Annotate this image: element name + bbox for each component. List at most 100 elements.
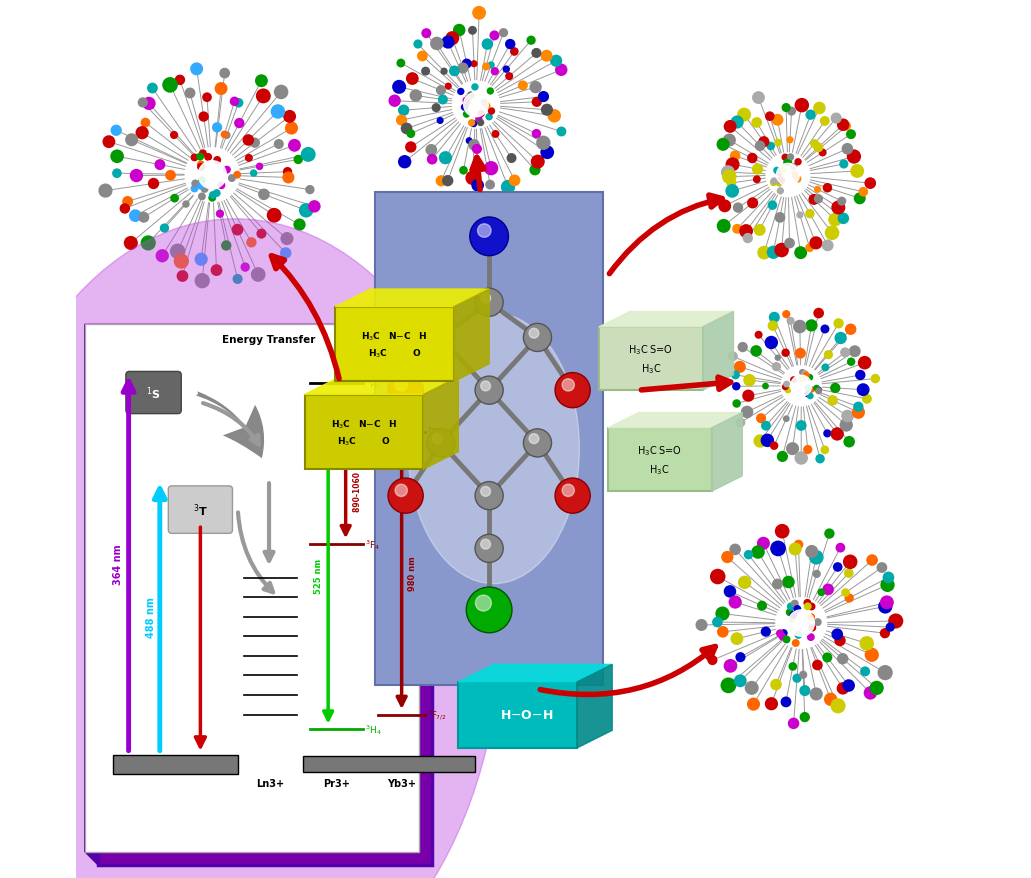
Circle shape xyxy=(781,349,790,357)
Circle shape xyxy=(747,198,758,209)
Circle shape xyxy=(808,624,817,632)
Circle shape xyxy=(417,52,428,62)
Circle shape xyxy=(427,429,455,457)
Circle shape xyxy=(735,418,745,428)
Circle shape xyxy=(470,121,477,128)
Circle shape xyxy=(555,373,590,408)
Polygon shape xyxy=(577,665,612,748)
Circle shape xyxy=(743,375,756,387)
Circle shape xyxy=(807,393,813,399)
Circle shape xyxy=(732,399,741,408)
Circle shape xyxy=(805,244,814,253)
Circle shape xyxy=(274,85,289,100)
Circle shape xyxy=(794,176,801,184)
Circle shape xyxy=(457,89,465,96)
Polygon shape xyxy=(423,378,459,470)
Circle shape xyxy=(854,193,866,205)
Circle shape xyxy=(746,698,760,711)
Circle shape xyxy=(562,379,574,392)
Circle shape xyxy=(486,181,495,191)
Circle shape xyxy=(162,78,178,94)
Circle shape xyxy=(190,63,203,76)
FancyArrowPatch shape xyxy=(196,392,264,458)
Circle shape xyxy=(532,130,541,139)
Circle shape xyxy=(824,350,833,360)
Circle shape xyxy=(734,674,746,687)
Circle shape xyxy=(813,103,826,115)
Circle shape xyxy=(783,576,795,588)
Circle shape xyxy=(735,652,745,663)
Circle shape xyxy=(550,55,562,68)
Circle shape xyxy=(791,600,799,608)
Circle shape xyxy=(438,96,447,105)
Circle shape xyxy=(722,170,736,184)
Circle shape xyxy=(191,185,198,193)
Circle shape xyxy=(801,371,808,378)
Circle shape xyxy=(529,165,540,176)
Text: 890-1060 nm: 890-1060 nm xyxy=(353,456,362,511)
Circle shape xyxy=(255,76,268,88)
Circle shape xyxy=(805,210,814,220)
Circle shape xyxy=(768,321,778,332)
Circle shape xyxy=(775,169,783,177)
Circle shape xyxy=(198,112,209,123)
Circle shape xyxy=(737,342,747,353)
Ellipse shape xyxy=(464,93,489,118)
Circle shape xyxy=(257,229,266,240)
Circle shape xyxy=(824,693,837,706)
Circle shape xyxy=(776,188,784,195)
Text: H$_3$C$\quad$N$-$C$\quad$H
H$_3$C$\qquad\quad$O: H$_3$C$\quad$N$-$C$\quad$H H$_3$C$\qquad… xyxy=(362,330,428,359)
Circle shape xyxy=(468,140,479,151)
Circle shape xyxy=(803,445,812,455)
Circle shape xyxy=(724,121,736,133)
Circle shape xyxy=(439,152,452,165)
Circle shape xyxy=(804,385,811,392)
Circle shape xyxy=(421,68,430,76)
Circle shape xyxy=(792,172,799,179)
Circle shape xyxy=(472,7,486,21)
Circle shape xyxy=(828,213,842,227)
Circle shape xyxy=(738,576,752,589)
Circle shape xyxy=(787,602,795,610)
Circle shape xyxy=(459,167,468,176)
Circle shape xyxy=(820,117,830,126)
Circle shape xyxy=(787,318,795,326)
Circle shape xyxy=(833,563,842,572)
Circle shape xyxy=(812,660,823,671)
Circle shape xyxy=(477,119,485,127)
FancyBboxPatch shape xyxy=(459,682,577,748)
Circle shape xyxy=(755,331,763,340)
Circle shape xyxy=(432,435,442,444)
Text: 980 nm: 980 nm xyxy=(408,556,417,591)
Circle shape xyxy=(170,195,179,204)
Circle shape xyxy=(796,421,806,431)
Circle shape xyxy=(845,324,857,335)
FancyBboxPatch shape xyxy=(168,486,232,534)
Text: H$_3$C$\;$S=O
H$_3$C: H$_3$C$\;$S=O H$_3$C xyxy=(637,443,683,477)
Circle shape xyxy=(182,201,190,209)
Circle shape xyxy=(468,27,477,36)
Circle shape xyxy=(778,633,787,641)
Circle shape xyxy=(770,442,778,450)
Circle shape xyxy=(288,140,301,153)
Polygon shape xyxy=(85,325,432,338)
Circle shape xyxy=(876,563,888,573)
Circle shape xyxy=(827,396,838,407)
Circle shape xyxy=(870,374,880,384)
Ellipse shape xyxy=(788,610,814,637)
Circle shape xyxy=(301,148,315,162)
Text: $^1$D$_2$: $^1$D$_2$ xyxy=(365,415,383,429)
Circle shape xyxy=(761,627,771,637)
Text: $^2$F$_{5/2}$: $^2$F$_{5/2}$ xyxy=(427,425,446,439)
Circle shape xyxy=(809,237,823,250)
Circle shape xyxy=(846,358,856,366)
Circle shape xyxy=(800,712,810,723)
Circle shape xyxy=(768,201,777,211)
Circle shape xyxy=(816,387,822,394)
Circle shape xyxy=(130,169,143,183)
Circle shape xyxy=(232,225,243,236)
Circle shape xyxy=(282,168,292,177)
Circle shape xyxy=(470,218,508,256)
Circle shape xyxy=(774,243,789,258)
Text: 525 nm: 525 nm xyxy=(314,558,323,594)
